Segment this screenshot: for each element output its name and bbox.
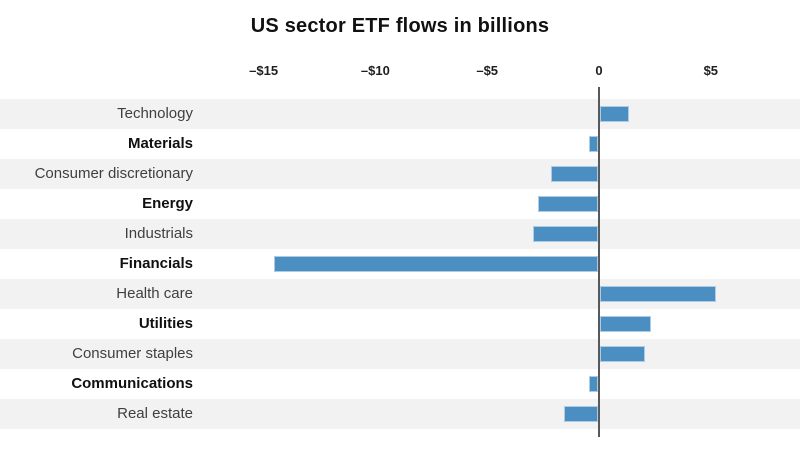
category-label: Energy (142, 195, 193, 212)
bar (537, 196, 598, 212)
bar (600, 286, 717, 302)
x-tick-label: $5 (703, 63, 719, 78)
bar (564, 406, 598, 422)
category-label: Technology (117, 105, 193, 122)
category-label: Industrials (124, 225, 193, 242)
chart-title: US sector ETF flows in billions (250, 15, 550, 37)
bar (533, 226, 598, 242)
row-band (0, 369, 800, 399)
category-label: Materials (127, 135, 193, 152)
x-tick-label: –$15 (249, 63, 279, 78)
row-band (0, 129, 800, 159)
bar (273, 256, 598, 272)
category-label: Communications (71, 375, 193, 392)
zero-axis-line (598, 87, 600, 437)
bar (600, 346, 645, 362)
row-band (0, 189, 800, 219)
bar (551, 166, 598, 182)
bar (589, 136, 598, 152)
category-label: Real estate (117, 405, 193, 422)
row-band (0, 399, 800, 429)
category-label: Utilities (138, 315, 193, 332)
category-label: Health care (116, 285, 193, 302)
row-band (0, 309, 800, 339)
bar (589, 376, 598, 392)
x-tick-label: 0 (595, 63, 603, 78)
row-band (0, 159, 800, 189)
bar (600, 106, 630, 122)
bar (600, 316, 652, 332)
row-band (0, 219, 800, 249)
x-axis: –$15 –$10 –$5 0 $5 (0, 0, 800, 90)
category-label: Consumer discretionary (34, 165, 193, 182)
chart-area: Technology Materials Consumer discretionar… (0, 87, 800, 437)
category-label: Financials (119, 255, 193, 272)
row-band (0, 99, 800, 129)
x-tick-label: –$5 (476, 63, 499, 78)
category-label: Consumer staples (72, 345, 193, 362)
row-band (0, 339, 800, 369)
x-tick-label: –$10 (360, 63, 390, 78)
